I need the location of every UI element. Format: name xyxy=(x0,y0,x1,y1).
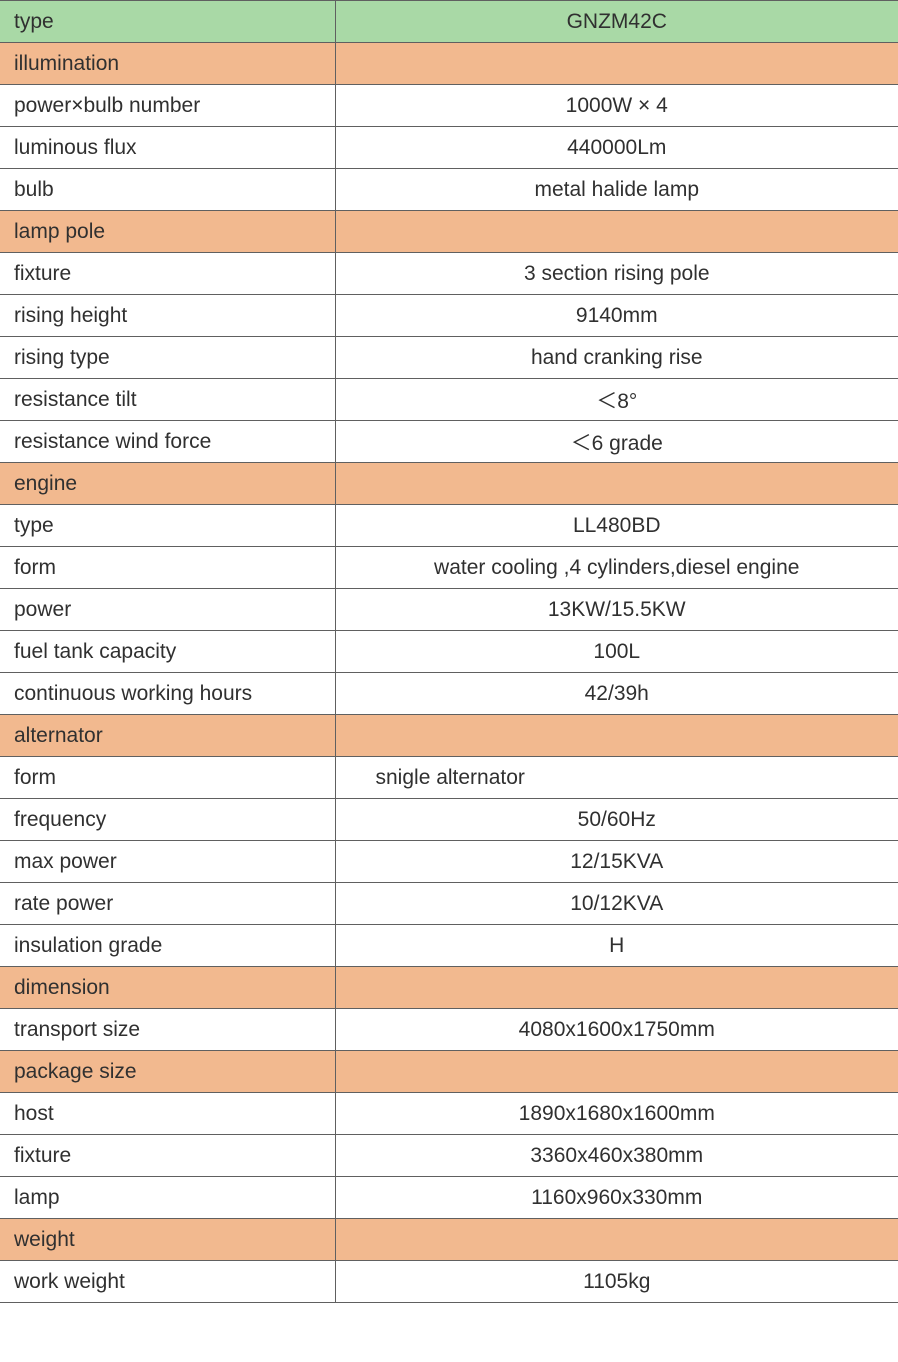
row-label-cell: form xyxy=(0,757,335,799)
row-label-cell: resistance tilt xyxy=(0,379,335,421)
table-row: fixture3 section rising pole xyxy=(0,253,898,295)
row-value-cell: 4080x1600x1750mm xyxy=(335,1009,898,1051)
row-value-cell: 1890x1680x1600mm xyxy=(335,1093,898,1135)
row-value-cell xyxy=(335,211,898,253)
table-row: rising height9140mm xyxy=(0,295,898,337)
row-label-cell: type xyxy=(0,505,335,547)
section-row: lamp pole xyxy=(0,211,898,253)
row-value-cell: snigle alternator xyxy=(335,757,898,799)
spec-table: type GNZM42C illuminationpower×bulb numb… xyxy=(0,0,898,1303)
row-label-cell: lamp xyxy=(0,1177,335,1219)
table-header-row: type GNZM42C xyxy=(0,1,898,43)
row-value-cell: 1160x960x330mm xyxy=(335,1177,898,1219)
row-label-cell: continuous working hours xyxy=(0,673,335,715)
row-value-cell xyxy=(335,1219,898,1261)
row-label-cell: frequency xyxy=(0,799,335,841)
section-row: illumination xyxy=(0,43,898,85)
row-label-cell: dimension xyxy=(0,967,335,1009)
table-row: typeLL480BD xyxy=(0,505,898,547)
row-label-cell: package size xyxy=(0,1051,335,1093)
row-label-cell: alternator xyxy=(0,715,335,757)
section-row: alternator xyxy=(0,715,898,757)
row-value-cell xyxy=(335,715,898,757)
row-value-cell: 3360x460x380mm xyxy=(335,1135,898,1177)
table-row: power13KW/15.5KW xyxy=(0,589,898,631)
row-value-cell: metal halide lamp xyxy=(335,169,898,211)
table-row: rate power10/12KVA xyxy=(0,883,898,925)
table-row: lamp1160x960x330mm xyxy=(0,1177,898,1219)
section-row: package size xyxy=(0,1051,898,1093)
row-label-cell: engine xyxy=(0,463,335,505)
row-value-cell: ＜8° xyxy=(335,379,898,421)
table-row: formwater cooling ,4 cylinders,diesel en… xyxy=(0,547,898,589)
row-value-cell: 440000Lm xyxy=(335,127,898,169)
row-label-cell: fixture xyxy=(0,253,335,295)
table-row: bulbmetal halide lamp xyxy=(0,169,898,211)
row-label-cell: illumination xyxy=(0,43,335,85)
row-label-cell: power×bulb number xyxy=(0,85,335,127)
table-row: resistance wind force＜6 grade xyxy=(0,421,898,463)
row-value-cell: 12/15KVA xyxy=(335,841,898,883)
table-row: work weight1105kg xyxy=(0,1261,898,1303)
section-row: engine xyxy=(0,463,898,505)
row-value-cell xyxy=(335,43,898,85)
row-value-cell: LL480BD xyxy=(335,505,898,547)
section-row: weight xyxy=(0,1219,898,1261)
row-value-cell: 13KW/15.5KW xyxy=(335,589,898,631)
row-label-cell: rising height xyxy=(0,295,335,337)
row-label-cell: max power xyxy=(0,841,335,883)
row-label-cell: rising type xyxy=(0,337,335,379)
row-value-cell: 1000W × 4 xyxy=(335,85,898,127)
table-row: insulation gradeH xyxy=(0,925,898,967)
row-value-cell: H xyxy=(335,925,898,967)
table-row: rising typehand cranking rise xyxy=(0,337,898,379)
row-value-cell xyxy=(335,1051,898,1093)
table-row: fuel tank capacity100L xyxy=(0,631,898,673)
table-row: continuous working hours42/39h xyxy=(0,673,898,715)
spec-table-body: type GNZM42C illuminationpower×bulb numb… xyxy=(0,1,898,1303)
table-row: resistance tilt＜8° xyxy=(0,379,898,421)
table-row: transport size4080x1600x1750mm xyxy=(0,1009,898,1051)
row-value-cell: 9140mm xyxy=(335,295,898,337)
row-label-cell: insulation grade xyxy=(0,925,335,967)
table-row: formsnigle alternator xyxy=(0,757,898,799)
row-value-cell: 50/60Hz xyxy=(335,799,898,841)
row-label-cell: lamp pole xyxy=(0,211,335,253)
header-value-cell: GNZM42C xyxy=(335,1,898,43)
row-label-cell: weight xyxy=(0,1219,335,1261)
row-label-cell: transport size xyxy=(0,1009,335,1051)
row-value-cell xyxy=(335,463,898,505)
row-label-cell: form xyxy=(0,547,335,589)
row-value-cell xyxy=(335,967,898,1009)
row-label-cell: luminous flux xyxy=(0,127,335,169)
row-value-cell: 10/12KVA xyxy=(335,883,898,925)
row-value-cell: 100L xyxy=(335,631,898,673)
table-row: fixture3360x460x380mm xyxy=(0,1135,898,1177)
row-label-cell: fuel tank capacity xyxy=(0,631,335,673)
row-value-cell: 42/39h xyxy=(335,673,898,715)
section-row: dimension xyxy=(0,967,898,1009)
table-row: power×bulb number1000W × 4 xyxy=(0,85,898,127)
row-value-cell: ＜6 grade xyxy=(335,421,898,463)
row-label-cell: rate power xyxy=(0,883,335,925)
row-value-cell: hand cranking rise xyxy=(335,337,898,379)
row-label-cell: fixture xyxy=(0,1135,335,1177)
table-row: luminous flux440000Lm xyxy=(0,127,898,169)
table-row: host1890x1680x1600mm xyxy=(0,1093,898,1135)
header-label-cell: type xyxy=(0,1,335,43)
row-value-cell: 1105kg xyxy=(335,1261,898,1303)
row-label-cell: bulb xyxy=(0,169,335,211)
row-label-cell: resistance wind force xyxy=(0,421,335,463)
row-label-cell: power xyxy=(0,589,335,631)
row-label-cell: work weight xyxy=(0,1261,335,1303)
row-label-cell: host xyxy=(0,1093,335,1135)
row-value-cell: water cooling ,4 cylinders,diesel engine xyxy=(335,547,898,589)
table-row: frequency50/60Hz xyxy=(0,799,898,841)
table-row: max power12/15KVA xyxy=(0,841,898,883)
row-value-cell: 3 section rising pole xyxy=(335,253,898,295)
